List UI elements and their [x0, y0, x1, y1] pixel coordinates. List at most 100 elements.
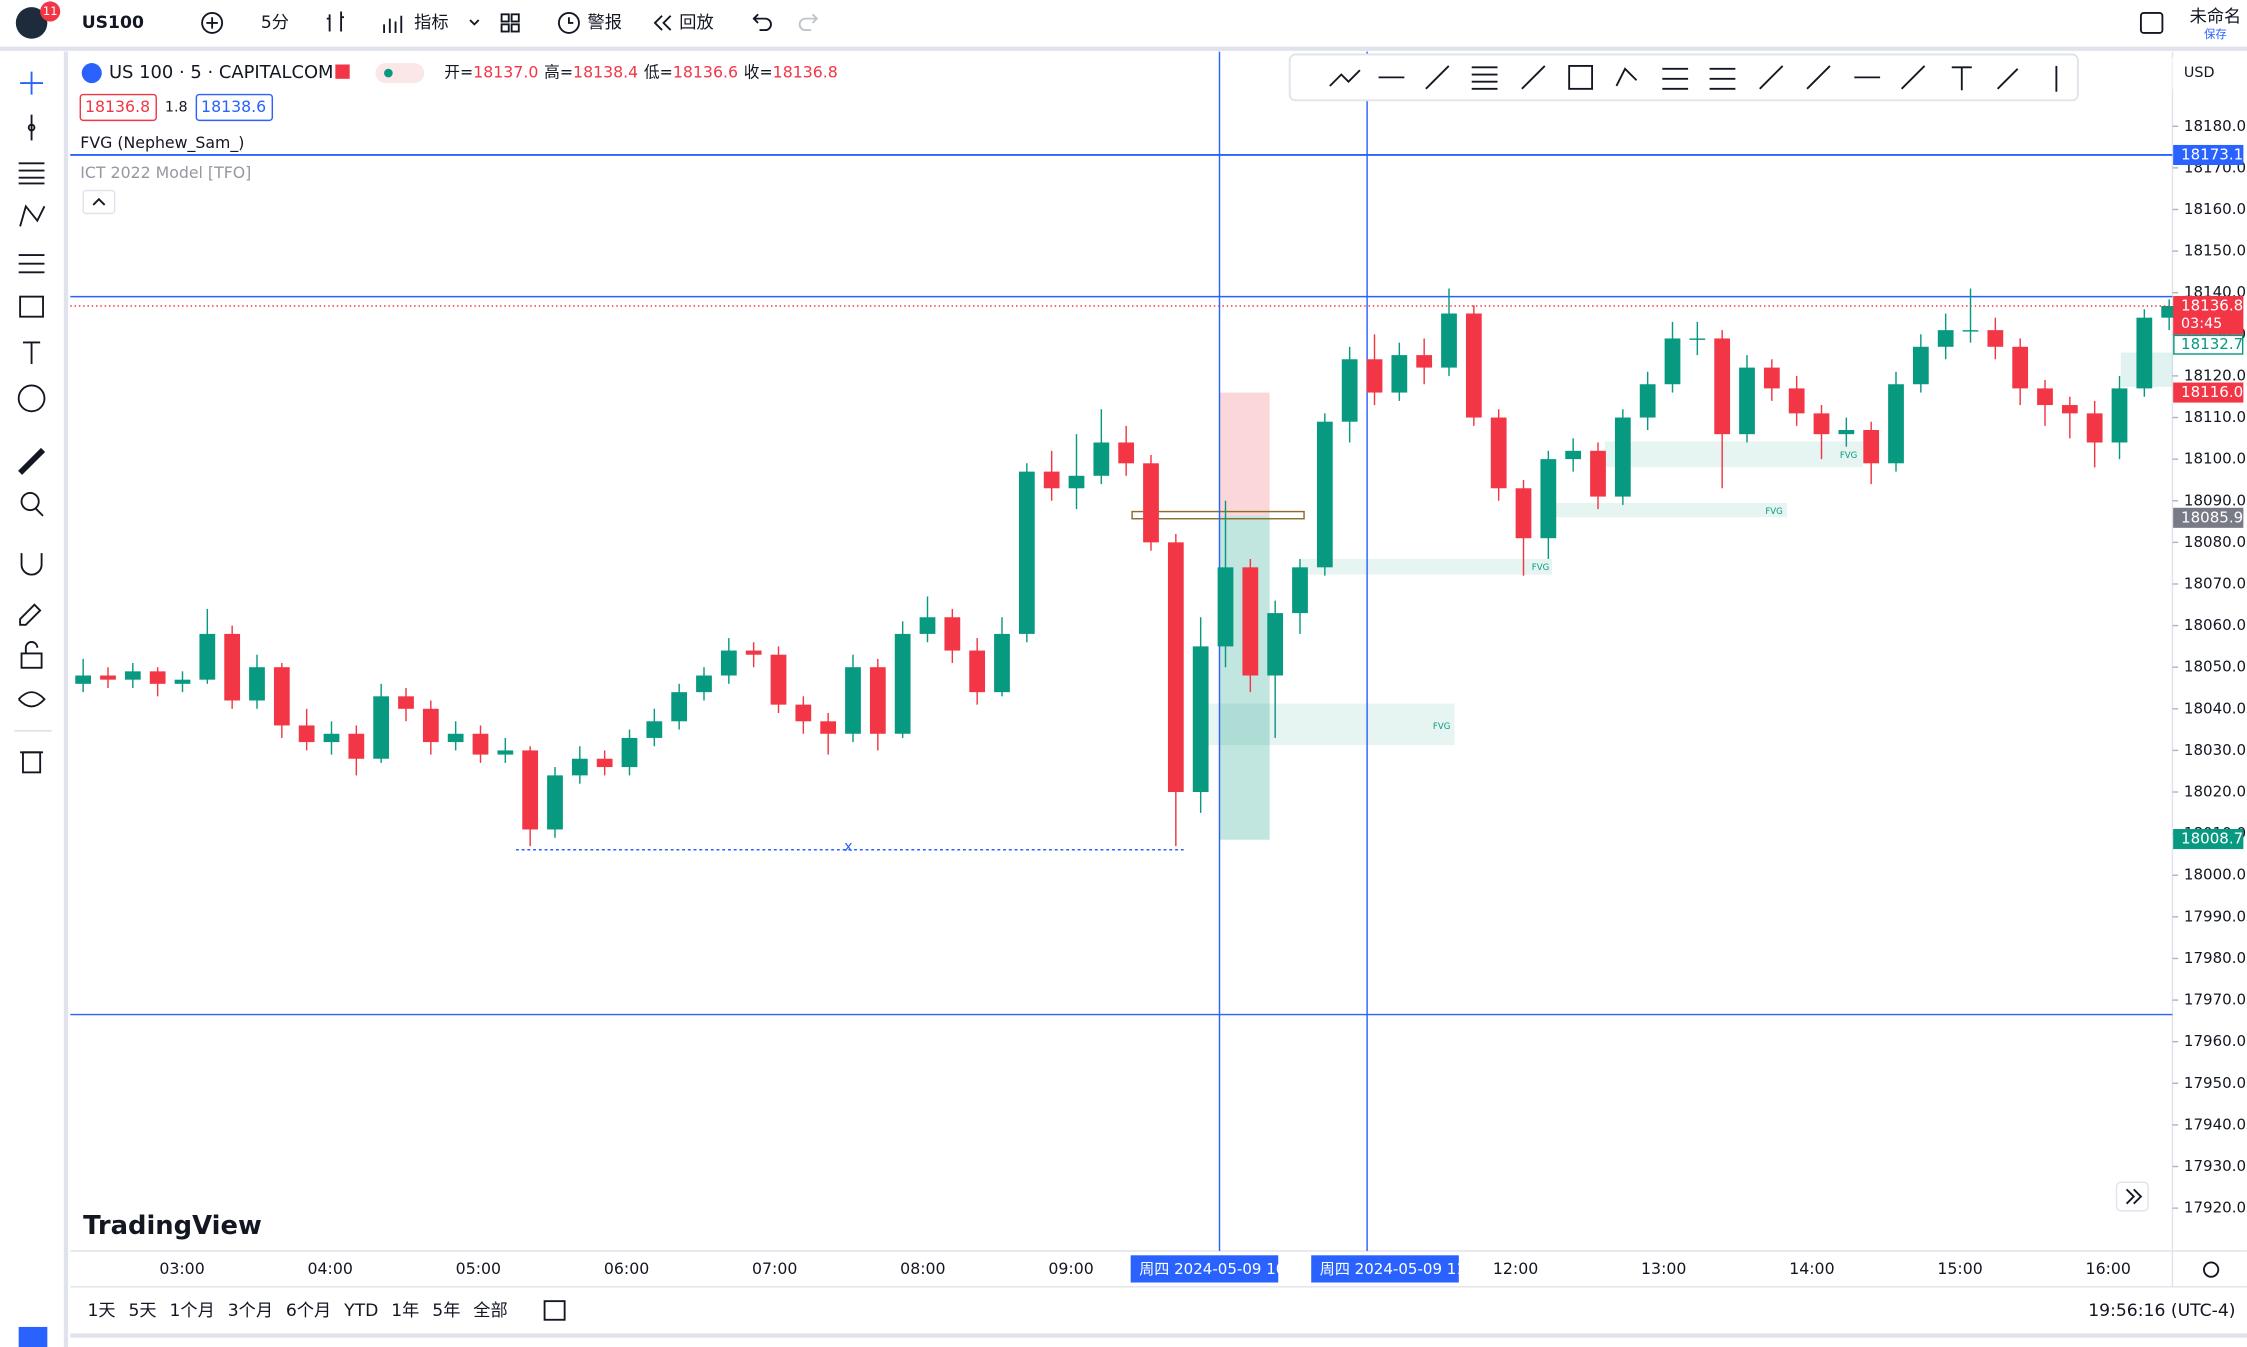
range-button[interactable]: 6个月 — [286, 1301, 331, 1321]
ohlc-value: 18136.6 — [673, 63, 738, 82]
x-tick-label: 06:00 — [604, 1259, 649, 1278]
layout-name[interactable]: 未命名 — [2190, 7, 2242, 27]
ohlc-label: 高= — [544, 63, 573, 82]
indicator[interactable]: ICT 2022 Model [TFO] — [80, 163, 251, 182]
interval[interactable]: 5分 — [261, 13, 289, 33]
range-button[interactable]: 1个月 — [170, 1301, 215, 1321]
save-btn[interactable]: 保存 — [2204, 27, 2227, 41]
range-button[interactable]: 全部 — [473, 1301, 507, 1321]
y-tick-label: 18040.0 — [2184, 699, 2246, 717]
x-tick-label: 09:00 — [1048, 1259, 1093, 1278]
range-button[interactable]: 5天 — [128, 1301, 156, 1321]
candle-body — [224, 633, 241, 701]
x-tick-label: 12:00 — [1493, 1259, 1538, 1278]
candle-body — [596, 758, 613, 768]
alert-btn[interactable]: 警报 — [588, 13, 622, 33]
candle-body — [149, 671, 166, 684]
candle-body — [2111, 388, 2128, 443]
candle-body — [1018, 471, 1035, 634]
candle-body — [75, 675, 92, 684]
y-tick-label: 18030.0 — [2184, 741, 2246, 759]
ohlc-label: 开= — [444, 63, 473, 82]
y-tick-label: 17920.0 — [2184, 1199, 2246, 1217]
symbol-search[interactable]: US100 — [82, 13, 144, 33]
range-button[interactable]: 1年 — [391, 1301, 419, 1321]
candle-body — [894, 633, 911, 734]
currency[interactable]: USD — [2184, 65, 2215, 81]
profit-zone[interactable] — [1219, 515, 1270, 840]
bottom-toolbar: 19:56:16 (UTC-4) 1天 5天 1个月 3个月 6个月 YTD 1年 5年 全部 — [70, 1261, 2247, 1338]
candle-body — [1639, 384, 1656, 418]
candle-body — [969, 650, 986, 693]
range-button[interactable]: 5年 — [432, 1301, 460, 1321]
y-tick-label: 18080.0 — [2184, 533, 2246, 551]
candle-body — [2086, 413, 2103, 443]
y-tick-label: 18120.0 — [2184, 366, 2246, 384]
price-label-bg — [2173, 334, 2244, 355]
candle-body — [273, 667, 290, 726]
candle-body — [1441, 313, 1457, 368]
x-tick-label: 05:00 — [456, 1259, 501, 1278]
ohlc-label: 收= — [744, 63, 773, 82]
y-tick-label: 17940.0 — [2184, 1115, 2246, 1133]
price-label: 18008.7 — [2181, 830, 2243, 848]
indicators-btn[interactable]: 指标 — [414, 13, 448, 33]
ask[interactable]: 18138.6 — [201, 97, 266, 116]
range-button[interactable]: 3个月 — [228, 1301, 273, 1321]
y-tick-label: 17930.0 — [2184, 1157, 2246, 1175]
y-tick-label: 17950.0 — [2184, 1074, 2246, 1092]
candle-body — [1242, 567, 1259, 676]
loss-zone[interactable] — [1219, 392, 1270, 516]
crosshair-label-bg — [1130, 1255, 1279, 1283]
candle-body — [1490, 417, 1507, 489]
candle-body — [621, 737, 638, 768]
candle-body — [547, 775, 563, 830]
crosshair-label: 周四 2024-05-09 11:00 — [1320, 1260, 1490, 1278]
price-label-bg — [2173, 382, 2244, 403]
fvg-zone — [1193, 703, 1455, 746]
candle-body — [1714, 338, 1731, 435]
candle-body — [1987, 330, 2004, 347]
crosshair-label: 周四 2024-05-09 10:00 — [1139, 1260, 1309, 1278]
candle-body — [298, 725, 315, 743]
candle-body — [1689, 338, 1706, 340]
candle-body — [1962, 330, 1979, 332]
candle-body — [1912, 346, 1929, 385]
top-toolbar: 11 US100 5分 指标 警报 回放 未命名 保存 — [0, 0, 2247, 51]
range-button[interactable]: YTD — [343, 1301, 378, 1321]
legend-symbol: US 100 · 5 · CAPITALCOM — [109, 62, 334, 83]
candle-body — [1143, 463, 1159, 543]
fvg-label: FVG — [1433, 722, 1450, 732]
price-label-bg — [2173, 144, 2244, 165]
candle-body — [323, 733, 340, 743]
x-tick-label: 08:00 — [900, 1259, 945, 1278]
y-tick-label: 18070.0 — [2184, 574, 2246, 592]
candle-body — [696, 675, 712, 693]
ohlc-value: 18136.8 — [773, 63, 838, 82]
badge: 11 — [43, 4, 58, 18]
candle-body — [2061, 405, 2078, 414]
candle-body — [845, 667, 861, 734]
candle-body — [1863, 430, 1880, 464]
countdown: 03:45 — [2181, 316, 2222, 332]
left-toolbar — [14, 51, 69, 1347]
fvg-zone — [1604, 441, 1863, 468]
candle-body — [124, 671, 141, 680]
indicator[interactable]: FVG (Nephew_Sam_) — [80, 133, 244, 153]
candle-body — [720, 650, 737, 676]
replay-btn[interactable]: 回放 — [679, 13, 713, 33]
candle-body — [1763, 367, 1780, 389]
fvg-zone — [1301, 558, 1552, 575]
price-label: 18136.8 — [2181, 297, 2243, 315]
bid[interactable]: 18136.8 — [85, 97, 150, 116]
legend: US 100 · 5 · CAPITALCOM 开= 18137.0 高= 18138… — [79, 57, 2242, 1241]
price-label-bg — [2173, 295, 2244, 335]
price-label: 18173.1 — [2181, 145, 2243, 163]
range-button[interactable]: 1天 — [87, 1301, 115, 1321]
price-label: 18132.7 — [2181, 335, 2243, 353]
chart-pane: FVG FVG FVG FVG x — [70, 51, 2247, 1288]
avatar[interactable] — [15, 7, 48, 39]
logo: TradingView — [83, 1211, 262, 1241]
candle-body — [1341, 359, 1358, 422]
